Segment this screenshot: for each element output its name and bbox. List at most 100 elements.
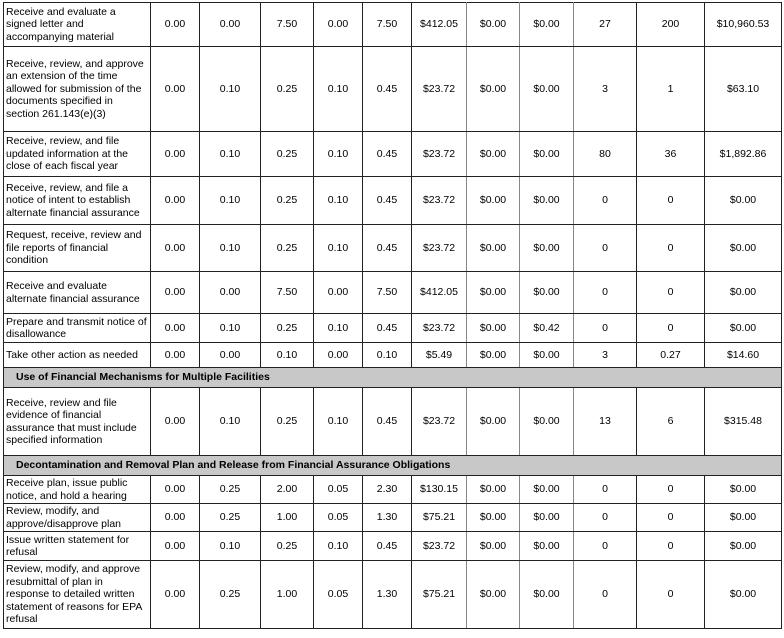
table-body: Receive and evaluate a signed letter and… <box>3 2 782 629</box>
table-cell: 0.00 <box>150 313 200 343</box>
activity-description: Receive, review, and approve an extensio… <box>3 46 151 132</box>
activity-description: Receive and evaluate alternate financial… <box>3 271 151 314</box>
table-cell: 0.45 <box>362 131 412 177</box>
table-row: Issue written statement for refusal 0.00 0… <box>3 531 782 561</box>
table-cell: $0.00 <box>466 560 520 629</box>
table-cell: 0.10 <box>199 224 261 272</box>
activity-description: Receive, review, and file updated inform… <box>3 131 151 177</box>
table-cell: 0.10 <box>199 176 261 225</box>
activity-description: Review, modify, and approve resubmittal … <box>3 560 151 629</box>
table-cell: 0.10 <box>313 531 363 561</box>
table-cell: 0 <box>573 503 637 532</box>
table-cell: $0.00 <box>704 531 782 561</box>
table-cell: $0.00 <box>466 2 520 47</box>
table-cell: $0.00 <box>704 475 782 504</box>
table-cell: 0.00 <box>150 531 200 561</box>
table-cell: $0.00 <box>519 2 574 47</box>
table-cell: 0.45 <box>362 46 412 132</box>
table-cell: 0 <box>573 271 637 314</box>
table-cell: 1.00 <box>260 503 314 532</box>
table-cell: $75.21 <box>411 560 467 629</box>
table-cell: 0.05 <box>313 503 363 532</box>
table-cell: 7.50 <box>260 271 314 314</box>
table-cell: 0.10 <box>313 176 363 225</box>
table-cell: 0.45 <box>362 387 412 456</box>
table-cell: $0.42 <box>519 313 574 343</box>
table-cell: 0.00 <box>150 560 200 629</box>
table-cell: 0.10 <box>313 224 363 272</box>
table-cell: 0 <box>573 531 637 561</box>
table-cell: $0.00 <box>704 224 782 272</box>
table-cell: 0.00 <box>150 342 200 368</box>
table-cell: 0 <box>573 475 637 504</box>
table-cell: 13 <box>573 387 637 456</box>
table-row: Receive plan, issue public notice, and h… <box>3 475 782 504</box>
table-cell: 0.25 <box>199 475 261 504</box>
table-cell: 0.00 <box>150 176 200 225</box>
table-cell: $0.00 <box>519 531 574 561</box>
table-cell: $0.00 <box>466 176 520 225</box>
table-row: Receive, review, and file a notice of in… <box>3 176 782 225</box>
activity-description: Receive plan, issue public notice, and h… <box>3 475 151 504</box>
table-cell: $0.00 <box>466 342 520 368</box>
table-cell: 0.25 <box>260 46 314 132</box>
table-cell: 36 <box>636 131 705 177</box>
table-row: Prepare and transmit notice of disallowa… <box>3 313 782 343</box>
table-cell: 0.10 <box>260 342 314 368</box>
table-row: Receive and evaluate a signed letter and… <box>3 2 782 47</box>
table-cell: $0.00 <box>466 531 520 561</box>
table-cell: 2.30 <box>362 475 412 504</box>
table-cell: $0.00 <box>519 176 574 225</box>
table-cell: $23.72 <box>411 46 467 132</box>
table-cell: 0 <box>636 313 705 343</box>
activity-description: Take other action as needed <box>3 342 151 368</box>
table-cell: 0.00 <box>313 271 363 314</box>
table-cell: $23.72 <box>411 313 467 343</box>
table-cell: 0.00 <box>313 342 363 368</box>
table-cell: $315.48 <box>704 387 782 456</box>
section-title: Decontamination and Removal Plan and Rel… <box>3 455 782 476</box>
table-cell: 0 <box>636 224 705 272</box>
activity-description: Issue written statement for refusal <box>3 531 151 561</box>
table-cell: $0.00 <box>519 271 574 314</box>
table-row: Take other action as needed 0.00 0.00 0.10 0… <box>3 342 782 368</box>
table-cell: 0.00 <box>150 387 200 456</box>
table-cell: 0.00 <box>150 46 200 132</box>
table-cell: $10,960.53 <box>704 2 782 47</box>
table-cell: 0.05 <box>313 475 363 504</box>
activity-description: Receive, review, and file a notice of in… <box>3 176 151 225</box>
table-cell: 27 <box>573 2 637 47</box>
table-cell: $0.00 <box>519 475 574 504</box>
table-cell: $412.05 <box>411 2 467 47</box>
table-cell: $0.00 <box>519 503 574 532</box>
table-cell: 0.00 <box>313 2 363 47</box>
table-cell: $23.72 <box>411 224 467 272</box>
table-cell: 0.10 <box>313 131 363 177</box>
table-cell: 0 <box>573 176 637 225</box>
table-cell: 0.10 <box>313 313 363 343</box>
table-row: Review, modify, and approve/disapprove p… <box>3 503 782 532</box>
table-cell: 0.05 <box>313 560 363 629</box>
table-cell: $63.10 <box>704 46 782 132</box>
table-cell: 0.00 <box>150 475 200 504</box>
table-cell: 0.00 <box>199 2 261 47</box>
table-cell: 200 <box>636 2 705 47</box>
activity-description: Review, modify, and approve/disapprove p… <box>3 503 151 532</box>
table-row: Request, receive, review and file report… <box>3 224 782 272</box>
table-cell: $75.21 <box>411 503 467 532</box>
table-cell: 2.00 <box>260 475 314 504</box>
table-cell: $5.49 <box>411 342 467 368</box>
section-title: Use of Financial Mechanisms for Multiple… <box>3 367 782 388</box>
table-cell: 0.00 <box>150 271 200 314</box>
table-cell: 0 <box>636 531 705 561</box>
table-cell: $0.00 <box>704 560 782 629</box>
table-cell: 0.25 <box>260 387 314 456</box>
table-cell: $0.00 <box>704 503 782 532</box>
table-cell: 0 <box>636 503 705 532</box>
table-cell: $0.00 <box>466 387 520 456</box>
table-cell: 0.25 <box>260 131 314 177</box>
table-cell: 0.00 <box>199 342 261 368</box>
activity-description: Prepare and transmit notice of disallowa… <box>3 313 151 343</box>
table-cell: 0 <box>636 560 705 629</box>
section-header-row: Decontamination and Removal Plan and Rel… <box>3 455 782 476</box>
